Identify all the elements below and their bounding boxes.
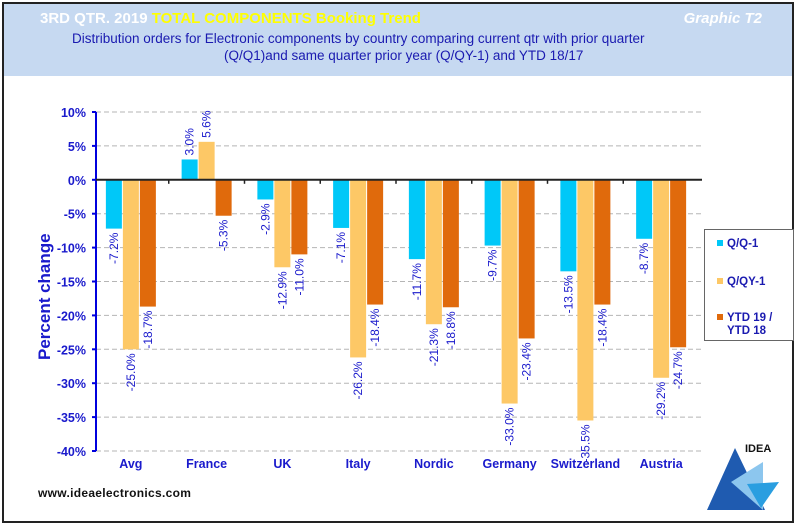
bar-austria-series-2 bbox=[653, 179, 670, 378]
legend-swatch bbox=[717, 240, 723, 246]
bar-uk-series-1 bbox=[257, 179, 274, 200]
graphic-id: Graphic T2 bbox=[683, 10, 762, 27]
x-tick-label: Avg bbox=[119, 457, 142, 471]
bars bbox=[105, 141, 687, 421]
data-label: -24.7% bbox=[671, 351, 685, 389]
data-label: -18.4% bbox=[595, 308, 609, 346]
y-tick-label: -10% bbox=[57, 242, 86, 256]
x-tick-label: Italy bbox=[346, 457, 371, 471]
x-tick-label: Austria bbox=[640, 457, 684, 471]
data-label: -8.7% bbox=[637, 242, 651, 274]
data-label: -13.5% bbox=[561, 275, 575, 313]
y-tick-label: -35% bbox=[57, 411, 86, 425]
y-tick-label: 5% bbox=[68, 140, 86, 154]
data-label: 5.6% bbox=[200, 110, 214, 138]
idea-logo-icon bbox=[707, 448, 779, 510]
x-tick-label: France bbox=[186, 457, 227, 471]
x-tick-label: Switzerland bbox=[551, 457, 620, 471]
bar-austria-series-1 bbox=[636, 179, 653, 239]
x-tick-label: UK bbox=[273, 457, 291, 471]
bar-italy-series-1 bbox=[333, 179, 350, 228]
bar-france-series-2 bbox=[198, 141, 215, 180]
data-label: -18.7% bbox=[141, 310, 155, 348]
data-label: -2.9% bbox=[258, 203, 272, 235]
bar-avg-series-3 bbox=[139, 179, 156, 307]
data-label: 3.0% bbox=[183, 128, 197, 156]
bar-germany-series-1 bbox=[484, 179, 501, 246]
data-label: -21.3% bbox=[427, 328, 441, 366]
title-period: 3RD QTR. 2019 bbox=[40, 10, 152, 27]
bar-germany-series-2 bbox=[501, 179, 518, 404]
data-label: -25.0% bbox=[124, 353, 138, 391]
legend-item-ytd: YTD 19 / YTD 18 bbox=[717, 312, 772, 338]
data-label: -33.0% bbox=[503, 407, 517, 445]
bar-austria-series-3 bbox=[670, 179, 687, 348]
bar-avg-series-1 bbox=[105, 179, 122, 229]
bar-uk-series-3 bbox=[291, 179, 308, 255]
bar-avg-series-2 bbox=[122, 179, 139, 350]
legend-item-q-q1: Q/Q-1 bbox=[717, 238, 758, 251]
y-axis-label: Percent change bbox=[35, 233, 54, 360]
bar-italy-series-3 bbox=[367, 179, 384, 305]
header-banner: 3RD QTR. 2019 TOTAL COMPONENTS Booking T… bbox=[4, 4, 792, 76]
data-label: -11.0% bbox=[292, 258, 306, 295]
chart-title: 3RD QTR. 2019 TOTAL COMPONENTS Booking T… bbox=[40, 10, 421, 27]
legend-swatch bbox=[717, 314, 723, 320]
y-tick-label: -40% bbox=[57, 445, 86, 459]
data-labels: -7.2% -25.0%-18.7% 3.0%5.6% -5.3% -2.9% -12.9… bbox=[107, 110, 685, 462]
bar-france-series-1 bbox=[181, 159, 198, 180]
website-url: www.ideaelectronics.com bbox=[38, 486, 192, 500]
legend-swatch bbox=[717, 278, 723, 284]
y-tick-label: -30% bbox=[57, 377, 86, 391]
bar-switzerland-series-1 bbox=[560, 179, 577, 272]
data-label: -18.8% bbox=[444, 311, 458, 349]
legend-label: Q/Q-1 bbox=[727, 238, 759, 250]
subtitle-line-2: (Q/Q1)and same quarter prior year (Q/QY-… bbox=[224, 48, 584, 63]
data-label: -12.9% bbox=[275, 271, 289, 309]
legend-label-line2: YTD 18 bbox=[727, 325, 766, 337]
y-tick-label: -15% bbox=[57, 276, 86, 290]
legend: Q/Q-1 Q/QY-1 YTD 19 / YTD 18 bbox=[704, 229, 794, 341]
legend-label: YTD 19 / bbox=[727, 312, 773, 324]
y-tick-label: 0% bbox=[68, 174, 86, 188]
legend-item-q-qy1: Q/QY-1 bbox=[717, 276, 765, 289]
bar-nordic-series-2 bbox=[425, 179, 442, 325]
bar-uk-series-2 bbox=[274, 179, 291, 268]
data-label: -29.2% bbox=[654, 381, 668, 419]
bar-nordic-series-1 bbox=[408, 179, 425, 260]
bar-switzerland-series-3 bbox=[594, 179, 611, 305]
title-subject: TOTAL COMPONENTS Booking Trend bbox=[151, 10, 421, 27]
x-tick-label: Germany bbox=[483, 457, 537, 471]
data-label: -7.1% bbox=[334, 232, 348, 264]
y-tick-label: -5% bbox=[64, 208, 86, 222]
data-label: -11.7% bbox=[410, 263, 424, 300]
subtitle-line-1: Distribution orders for Electronic compo… bbox=[72, 31, 645, 46]
data-label: -26.2% bbox=[351, 361, 365, 399]
x-tick-label: Nordic bbox=[414, 457, 454, 471]
bar-italy-series-2 bbox=[350, 179, 367, 358]
y-tick-label: 10% bbox=[61, 106, 86, 120]
bar-france-series-3 bbox=[215, 179, 232, 216]
bar-switzerland-series-2 bbox=[577, 179, 594, 421]
y-tick-label: -25% bbox=[57, 343, 86, 357]
data-label: -7.2% bbox=[107, 232, 121, 264]
bar-germany-series-3 bbox=[518, 179, 535, 339]
y-tick-label: -20% bbox=[57, 309, 86, 323]
bar-nordic-series-3 bbox=[442, 179, 459, 308]
data-label: -18.4% bbox=[368, 308, 382, 346]
axes: 10% 5% 0% -5% -10% -15% -20% -25% -30% -35% -40% Av… bbox=[57, 106, 702, 471]
data-label: -35.5% bbox=[578, 424, 592, 462]
data-label: -9.7% bbox=[486, 249, 500, 281]
legend-label: Q/QY-1 bbox=[727, 276, 766, 288]
logo-text: IDEA bbox=[745, 443, 772, 455]
data-label: -23.4% bbox=[520, 342, 534, 380]
data-label: -5.3% bbox=[217, 219, 231, 251]
